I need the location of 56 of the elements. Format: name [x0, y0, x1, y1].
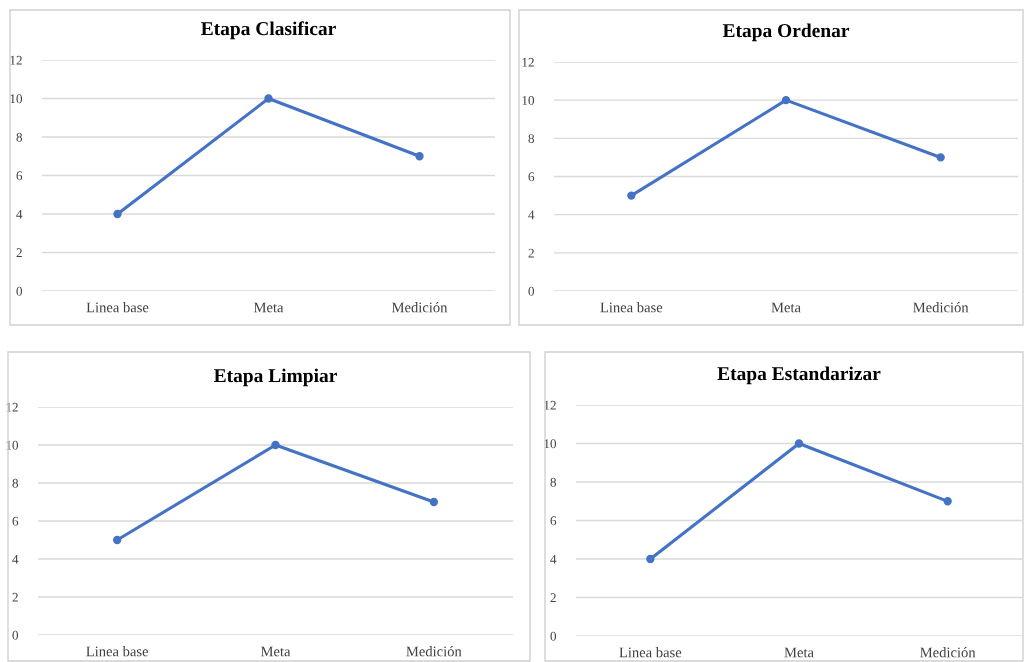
y-tick-label: 6	[12, 516, 19, 526]
y-tick-label: 12	[10, 55, 22, 65]
x-tick-label: Medición	[391, 302, 448, 313]
y-tick-label: 4	[12, 554, 19, 564]
point	[429, 497, 439, 507]
x-tick-label: Meta	[260, 646, 291, 657]
point	[264, 94, 273, 103]
y-tick-label: 0	[550, 631, 557, 641]
point	[112, 535, 122, 545]
y-tick-label: 6	[528, 172, 535, 182]
y-tick-label: 8	[12, 478, 19, 488]
y-tick-label: 8	[528, 134, 535, 144]
y-tick-label: 10	[6, 440, 19, 450]
point	[113, 209, 122, 219]
x-tick-label: Medición	[406, 646, 462, 657]
y-tick-label: 0	[12, 630, 19, 640]
y-tick-label: 12	[522, 57, 534, 67]
point	[627, 191, 636, 200]
y-tick-label: 8	[16, 132, 23, 142]
x-tick-label: Medición	[913, 302, 969, 313]
y-tick-label: 6	[550, 516, 557, 526]
y-tick-label: 4	[550, 554, 557, 564]
x-tick-label: Linea base	[86, 302, 149, 313]
y-tick-label: 8	[550, 477, 557, 487]
y-tick-label: 2	[12, 592, 18, 602]
point	[415, 152, 424, 161]
x-tick-label: Meta	[784, 647, 814, 658]
y-tick-label: 12	[6, 402, 18, 412]
y-tick-label: 2	[550, 593, 556, 603]
chart-title: Etapa Clasificar	[201, 21, 336, 40]
y-tick-label: 4	[528, 210, 535, 220]
point	[781, 95, 791, 105]
y-tick-label: 10	[544, 439, 557, 449]
chart-title: Etapa Ordenar	[722, 23, 850, 42]
chart-title: Etapa Estandarizar	[717, 366, 881, 385]
x-tick-label: Linea base	[86, 646, 149, 657]
y-tick-label: 12	[544, 400, 556, 410]
y-tick-label: 10	[522, 95, 535, 105]
x-tick-label: Medición	[920, 647, 976, 658]
x-tick-label: Meta	[253, 302, 284, 313]
y-tick-label: 10	[10, 94, 23, 104]
point	[271, 440, 280, 450]
chart-title: Etapa Limpiar	[213, 368, 337, 387]
point	[943, 497, 952, 506]
point	[794, 439, 804, 448]
y-tick-label: 2	[528, 248, 534, 258]
x-tick-label: Linea base	[600, 302, 663, 313]
point	[646, 554, 655, 564]
y-tick-label: 0	[16, 286, 23, 296]
point	[936, 153, 945, 162]
x-tick-label: Linea base	[619, 647, 682, 658]
y-tick-label: 6	[16, 171, 23, 181]
y-tick-label: 0	[528, 286, 535, 296]
y-tick-label: 4	[16, 209, 23, 219]
y-tick-label: 2	[16, 248, 22, 258]
x-tick-label: Meta	[771, 302, 801, 313]
